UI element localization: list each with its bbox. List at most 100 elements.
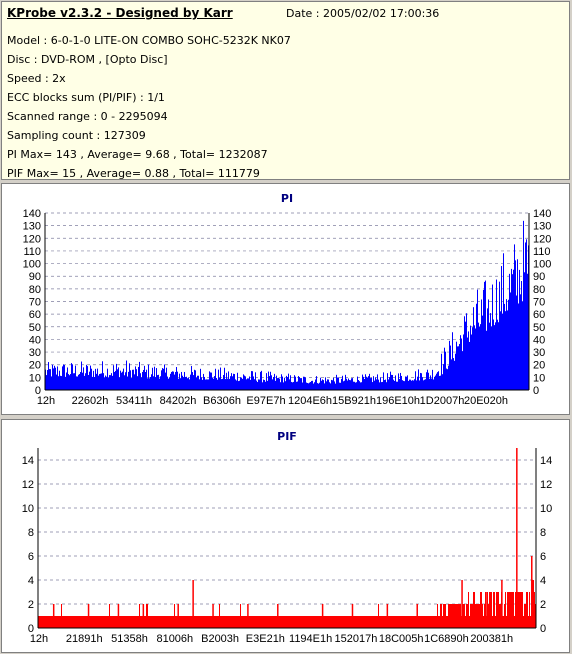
pi-sample-bar [279, 378, 280, 390]
pi-sample-bar [231, 373, 232, 390]
pi-sample-bar [227, 378, 228, 390]
app-title: KProbe v2.3.2 - Designed by Karr [7, 6, 233, 20]
pi-sample-bar [359, 381, 360, 390]
pi-sample-bar [493, 319, 494, 390]
pi-sample-bar [106, 376, 107, 390]
pi-sample-bar [288, 373, 289, 390]
pif-sample-bar [336, 616, 337, 628]
pif-sample-bar [371, 616, 372, 628]
y-tick-label-left: 60 [29, 309, 41, 321]
info-disc: Disc : DVD-ROM , [Opto Disc] [7, 53, 168, 66]
pi-sample-bar [265, 381, 266, 390]
pif-sample-bar [51, 616, 52, 628]
pif-sample-bar [354, 616, 355, 628]
y-tick-label-right: 8 [540, 527, 546, 539]
pif-sample-bar [194, 616, 195, 628]
pif-sample-bar [329, 616, 330, 628]
pi-sample-bar [355, 382, 356, 390]
pif-spike [277, 604, 279, 628]
pif-sample-bar [438, 616, 439, 628]
pif-sample-bar [135, 616, 136, 628]
pi-sample-bar [443, 364, 444, 390]
pif-sample-bar [266, 616, 267, 628]
pif-sample-bar [446, 616, 447, 628]
pif-sample-bar [138, 616, 139, 628]
pif-sample-bar [154, 616, 155, 628]
pif-sample-bar [364, 616, 365, 628]
pif-sample-bar [273, 616, 274, 628]
pif-sample-bar [460, 604, 461, 628]
pi-sample-bar [187, 378, 188, 390]
pi-sample-bar [485, 280, 486, 390]
pi-sample-bar [409, 379, 410, 390]
pif-sample-bar [165, 616, 166, 628]
pif-sample-bar [152, 616, 153, 628]
pif-sample-bar [481, 592, 482, 628]
pif-sample-bar [170, 616, 171, 628]
pif-sample-bar [382, 616, 383, 628]
pi-sample-bar [526, 239, 527, 390]
pi-sample-bar [91, 368, 92, 390]
pif-sample-bar [276, 616, 277, 628]
pi-sample-bar [427, 369, 428, 390]
pi-sample-bar [310, 382, 311, 390]
pi-sample-bar [300, 378, 301, 390]
pi-sample-bar [412, 380, 413, 390]
pi-sample-bar [344, 380, 345, 390]
pif-sample-bar [159, 616, 160, 628]
pi-sample-bar [250, 379, 251, 390]
pi-sample-bar [105, 375, 106, 390]
pif-sample-bar [333, 616, 334, 628]
pi-sample-bar [419, 380, 420, 390]
pi-sample-bar [224, 367, 225, 390]
y-tick-label-left: 110 [23, 246, 41, 258]
pi-sample-bar [225, 379, 226, 390]
pi-sample-bar [428, 372, 429, 390]
pif-sample-bar [404, 616, 405, 628]
pif-sample-bar [399, 616, 400, 628]
y-tick-label-right: 100 [533, 259, 551, 271]
pif-sample-bar [223, 616, 224, 628]
y-tick-label-right: 10 [540, 503, 552, 515]
y-tick-label-right: 140 [533, 208, 551, 220]
pi-sample-bar [418, 369, 419, 390]
y-tick-label-left: 10 [22, 503, 34, 515]
pi-sample-bar [236, 380, 237, 390]
pi-sample-bar [309, 382, 310, 390]
pi-sample-bar [332, 380, 333, 390]
pif-sample-bar [473, 592, 474, 628]
pif-sample-bar [427, 616, 428, 628]
pif-sample-bar [301, 616, 302, 628]
pi-sample-bar [68, 374, 69, 390]
pif-sample-bar [419, 616, 420, 628]
pi-sample-bar [245, 376, 246, 390]
pi-sample-bar [273, 376, 274, 390]
pif-sample-bar [208, 616, 209, 628]
pi-sample-bar [117, 369, 118, 390]
pif-sample-bar [55, 616, 56, 628]
pi-sample-bar [415, 371, 416, 390]
pif-sample-bar [222, 616, 223, 628]
pi-sample-bar [110, 375, 111, 390]
pif-sample-bar [97, 616, 98, 628]
pi-sample-bar [509, 273, 510, 390]
pi-sample-bar [297, 381, 298, 390]
pif-sample-bar [343, 616, 344, 628]
y-tick-label-left: 90 [29, 271, 41, 283]
pif-sample-bar [484, 604, 485, 628]
pi-sample-bar [240, 377, 241, 390]
pif-sample-bar [173, 616, 174, 628]
pi-sample-bar [478, 322, 479, 390]
pi-sample-bar [363, 376, 364, 390]
pi-sample-bar [199, 379, 200, 390]
pif-sample-bar [126, 616, 127, 628]
pi-sample-bar [213, 378, 214, 390]
pi-sample-bar [221, 379, 222, 390]
pif-sample-bar [58, 616, 59, 628]
pif-sample-bar [256, 616, 257, 628]
pif-sample-bar [191, 616, 192, 628]
pif-sample-bar [348, 616, 349, 628]
x-tick-label: 20E020h [464, 395, 508, 407]
pif-sample-bar [168, 616, 169, 628]
